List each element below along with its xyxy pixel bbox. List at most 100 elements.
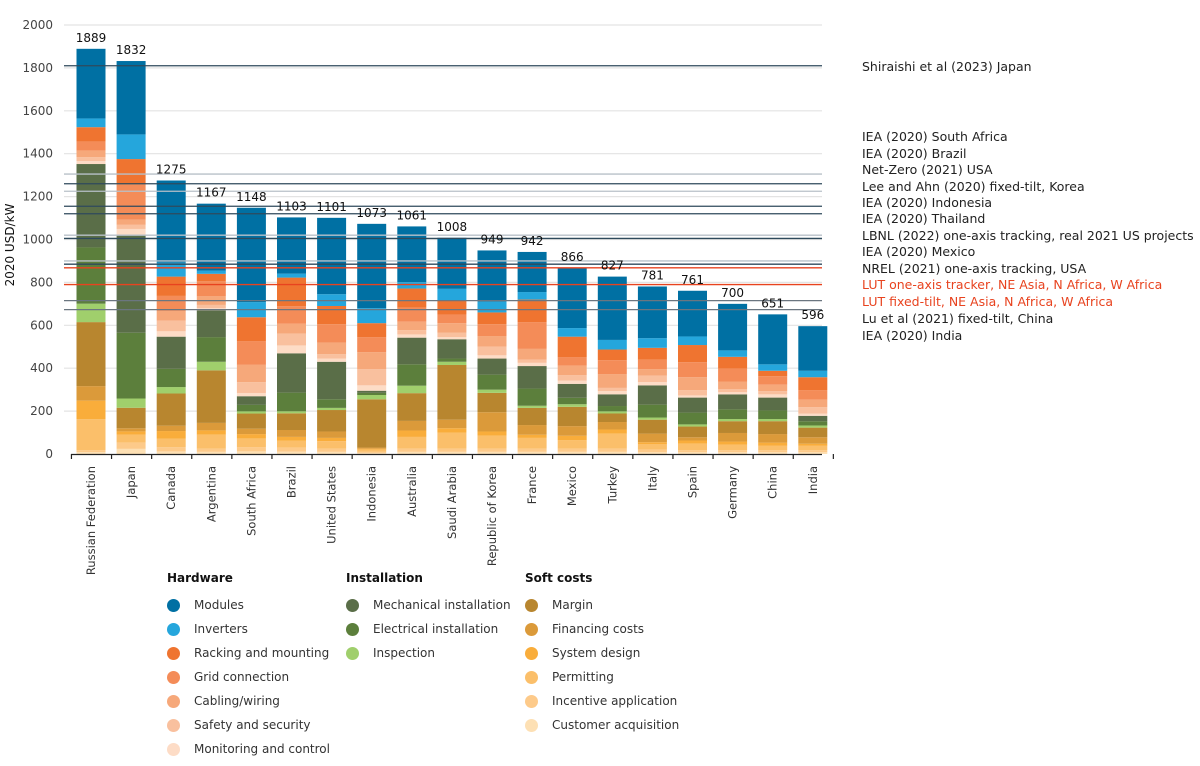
x-tick-label: Turkey (605, 466, 619, 505)
legend-item: Modules (167, 593, 330, 617)
bar-segment (236, 451, 266, 454)
bar-segment (517, 299, 547, 323)
reference-line-label: LBNL (2022) one-axis tracking, real 2021… (862, 228, 1194, 243)
bar-segment (116, 159, 146, 185)
bar-segment (116, 61, 146, 135)
bar-segment (597, 448, 627, 452)
bar-segment (76, 247, 106, 304)
bar-segment (758, 391, 788, 395)
reference-line-label: Lee and Ahn (2020) fixed-tilt, Korea (862, 179, 1085, 194)
bar-segment (477, 431, 507, 436)
legend-swatch (346, 646, 359, 660)
bar-segment (437, 432, 467, 449)
legend-item: Customer acquisition (525, 713, 679, 737)
legend-swatch (167, 646, 180, 660)
reference-line-label: IEA (2020) Indonesia (862, 195, 992, 210)
legend-group: Hardware Modules Inverters Racking and moun… (167, 571, 330, 761)
bar-segment (758, 370, 788, 377)
bar-segment (597, 433, 627, 449)
bar-segment (76, 322, 106, 387)
bar-segment (277, 345, 306, 354)
bar-segment (277, 392, 306, 412)
bar-segment (437, 339, 467, 359)
total-label: 596 (801, 308, 824, 322)
bar-stack (196, 203, 226, 454)
legend-group: Soft costs Margin Financing costs System de… (525, 571, 679, 737)
bar-segment (718, 368, 748, 382)
bar-segment (116, 448, 146, 454)
bar-stack (517, 251, 547, 454)
bar-segment (277, 217, 306, 274)
bar-segment (637, 338, 667, 348)
bar-segment (477, 358, 507, 375)
bar-stack (758, 314, 788, 454)
y-axis: 0 200 400 600 800 1000 1200 1400 1600 1800 2000 (22, 18, 53, 461)
total-label: 1008 (437, 220, 468, 234)
bar-segment (196, 448, 226, 452)
bar-segment (397, 321, 427, 331)
x-tick-label: India (806, 466, 820, 494)
legend-swatch (525, 670, 538, 684)
bar-segment (76, 419, 106, 451)
bar-segment (758, 314, 788, 365)
bar-segment (557, 365, 587, 376)
bar-segment (597, 276, 627, 340)
bar-segment (477, 448, 507, 452)
bar-segment (678, 437, 707, 441)
bar-segment (156, 431, 186, 439)
bar-segment (357, 223, 387, 309)
y-tick-label: 200 (30, 404, 53, 418)
bar-segment (196, 203, 226, 271)
bar-segment (357, 395, 387, 400)
bar-segment (116, 228, 146, 236)
bar-segment (557, 451, 587, 454)
bar-segment (678, 377, 707, 391)
legend-label: Customer acquisition (552, 718, 680, 732)
x-tick-label: Japan (124, 466, 138, 499)
bar-segment (437, 314, 467, 324)
bar-segment (76, 450, 106, 453)
bar-segment (317, 451, 347, 454)
bar-segment (678, 424, 707, 427)
bar-segment (758, 376, 788, 385)
bar-segment (517, 388, 547, 406)
bar-segment (76, 452, 106, 454)
bar-segment (196, 370, 226, 423)
bar-segment (317, 441, 347, 449)
bar-segment (196, 434, 226, 449)
bar-segment (798, 399, 828, 408)
bar-segment (637, 433, 667, 443)
bar-segment (397, 288, 427, 308)
y-tick-label: 1600 (22, 104, 53, 118)
reference-line-label: LUT one-axis tracker, NE Asia, N Africa,… (862, 277, 1162, 292)
bar-segment (637, 375, 667, 383)
legend-item: Electrical installation (346, 617, 511, 641)
bar-segment (637, 444, 667, 450)
bar-segment (397, 364, 427, 386)
bar-segment (317, 217, 347, 295)
bar-segment (277, 413, 306, 431)
bar-segment (758, 434, 788, 443)
bar-segment (196, 281, 226, 297)
bar-segment (236, 207, 266, 303)
bar-segment (798, 377, 828, 391)
bar-segment (637, 382, 667, 386)
bar-segment (678, 440, 707, 444)
bar-segment (718, 389, 748, 393)
bar-segment (317, 305, 347, 325)
bar-segment (477, 389, 507, 393)
bar-segment (156, 425, 186, 432)
bar-segment (317, 361, 347, 400)
x-tick-label: China (766, 466, 780, 499)
bar-segment (637, 449, 667, 453)
bar-segment (637, 347, 667, 360)
bar-segment (597, 339, 627, 350)
reference-line-label: Lu et al (2021) fixed-tilt, China (862, 311, 1053, 326)
bar-segment (156, 368, 186, 388)
bar-segment (678, 450, 707, 453)
reference-line-label: NREL (2021) one-axis tracking, USA (862, 261, 1087, 276)
legend-label: Incentive application (552, 694, 678, 708)
bar-segment (637, 286, 667, 339)
y-tick-label: 1200 (22, 190, 53, 204)
bar-stack (557, 268, 587, 454)
